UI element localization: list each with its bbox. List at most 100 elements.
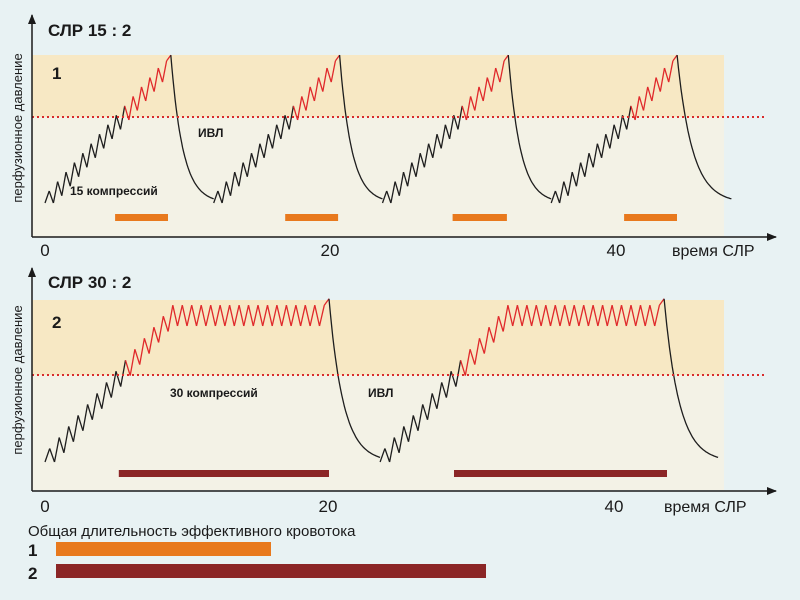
effective-flow-bar [624,214,677,221]
effective-pressure-segment [305,86,311,111]
effective-pressure-segment [516,305,523,327]
x-axis-label: время СЛР [672,243,755,260]
effective-flow-bar [452,214,507,221]
panel-number: 2 [52,313,61,332]
effective-pressure-segment [136,86,143,111]
pressure-segment [613,124,619,140]
summary-section: Общая длительность эффективного кровоток… [28,523,486,583]
pressure-segment [86,404,93,420]
pressure-segment [596,143,603,158]
effective-pressure-segment [474,86,480,111]
pressure-segment [91,393,98,420]
summary-label-1: 1 [28,541,37,560]
pressure-segment [77,153,84,177]
effective-zone [32,300,724,375]
pressure-segment [450,371,457,387]
effective-pressure-segment [545,305,552,327]
pressure-segment [90,143,96,158]
effective-pressure-segment [658,298,665,306]
effective-pressure-segment [486,77,493,92]
pressure-segment [213,190,219,204]
ventilation-decay-curve [676,55,732,200]
pressure-segment [63,426,70,453]
effective-pressure-segment [634,96,640,121]
pressure-segment [436,382,443,409]
x-tick-40: 40 [607,241,626,260]
effective-pressure-segment [549,305,556,327]
pressure-segment [120,360,127,387]
pressure-segment [584,153,590,177]
pressure-segment [571,171,578,187]
ventilation-label: ИВЛ [198,126,223,140]
effective-pressure-segment [587,305,594,327]
pressure-segment [398,426,405,453]
effective-pressure-segment [309,86,316,102]
effective-pressure-segment [559,305,566,327]
pressure-segment [432,134,438,158]
effective-pressure-segment [132,96,138,111]
effective-pressure-segment [601,305,608,327]
pressure-segment [101,382,108,409]
x-tick-40: 40 [605,497,624,516]
effective-flow-bar [454,470,667,477]
pressure-segment [221,181,227,204]
effective-pressure-segment [313,77,320,102]
effective-pressure-segment [483,327,490,354]
pressure-segment [56,181,63,196]
effective-pressure-segment [461,105,468,121]
effective-pressure-segment [507,305,514,327]
effective-pressure-segment [172,305,179,327]
effective-pressure-segment [644,305,651,327]
effective-pressure-segment [526,305,533,327]
effective-pressure-segment [139,338,146,365]
effective-pressure-segment [266,305,273,327]
pressure-segment [255,143,261,168]
pressure-segment [558,181,565,204]
pressure-segment [381,190,388,204]
effective-pressure-segment [502,305,509,332]
pressure-segment [600,134,607,158]
summary-bars [56,542,486,578]
effective-pressure-segment [200,305,207,327]
pressure-segment [246,153,253,177]
effective-pressure-segment [145,77,151,102]
pressure-segment [86,143,92,168]
pressure-segment [617,115,624,140]
effective-pressure-segment [153,327,160,343]
pressure-segment [53,437,60,463]
pressure-segment [77,415,84,431]
effective-pressure-segment [243,305,250,327]
effective-pressure-segment [512,305,519,327]
pressure-segment [402,171,409,187]
effective-pressure-segment [195,305,202,327]
effective-pressure-segment [578,305,585,327]
pressure-segment [407,415,414,442]
effective-pressure-segment [535,305,542,327]
effective-pressure-segment [323,298,330,306]
effective-pressure-segment [205,305,212,327]
ventilation-decay-curve [328,298,381,459]
pressure-segment [44,448,51,463]
effective-pressure-segment [499,60,505,83]
pressure-segment [427,143,434,158]
ventilation-decay-curve [338,55,383,200]
pressure-segment [48,190,55,204]
effective-pressure-segment [271,305,278,327]
effective-pressure-segment [573,305,580,327]
effective-pressure-segment [334,54,341,62]
effective-pressure-segment [464,349,471,376]
effective-flow-bar [285,214,339,221]
pressure-segment [69,162,76,187]
pressure-segment [426,393,433,420]
effective-pressure-segment [252,305,259,327]
effective-pressure-segment [638,96,645,111]
pressure-segment [423,143,430,168]
pressure-segment [567,171,573,196]
effective-pressure-segment [474,338,481,365]
pressure-segment [238,162,244,187]
effective-pressure-segment [495,67,501,83]
effective-pressure-segment [654,305,661,327]
pressure-segment [415,153,421,177]
pressure-segment [61,171,67,196]
